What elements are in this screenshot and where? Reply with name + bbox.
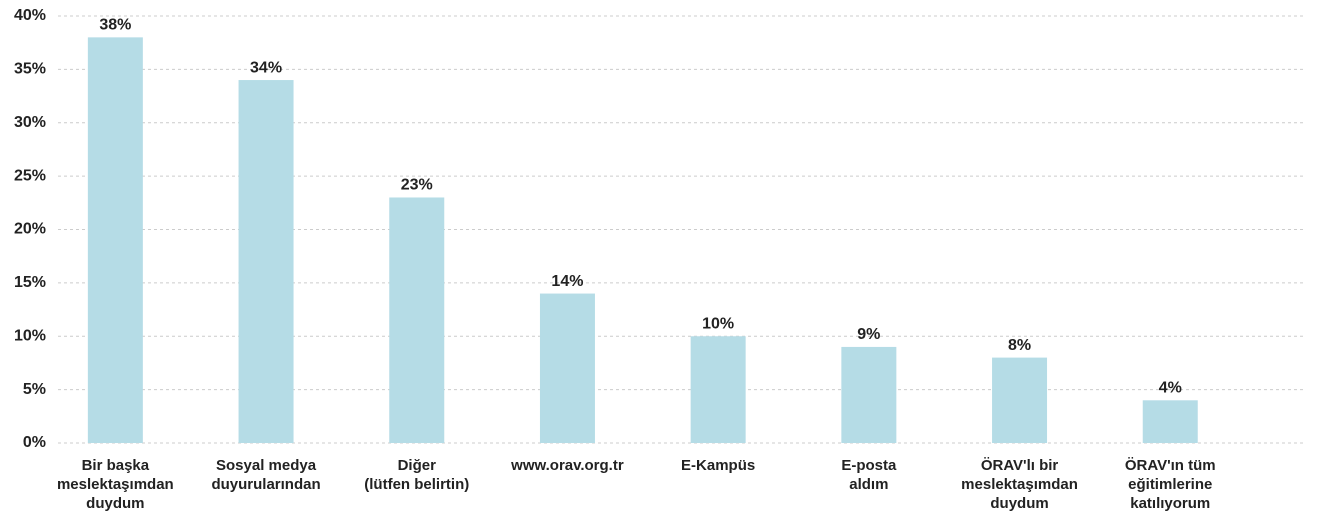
bar <box>238 80 294 444</box>
y-tick-label: 15% <box>14 274 46 291</box>
value-label: 10% <box>702 315 734 332</box>
value-label: 8% <box>1008 337 1031 354</box>
x-tick-label: ÖRAV'ın tüm eğitimlerine katılıyorum <box>1124 457 1216 512</box>
y-tick-label: 20% <box>14 221 46 238</box>
y-tick-label: 0% <box>23 434 46 451</box>
x-tick-label: E-posta aldım <box>841 457 897 493</box>
y-tick-label: 10% <box>14 327 46 344</box>
y-tick-label: 30% <box>14 114 46 131</box>
y-tick-label: 5% <box>23 381 46 398</box>
y-tick-label: 25% <box>14 167 46 184</box>
value-label: 34% <box>250 59 282 76</box>
bar <box>1142 400 1198 443</box>
value-label: 14% <box>551 273 583 290</box>
x-tick-label: www.orav.org.tr <box>511 457 624 474</box>
value-label: 23% <box>401 177 433 194</box>
bar <box>539 293 595 443</box>
x-tick-label: Sosyal medya duyurularından <box>211 457 321 493</box>
x-tick-label: ÖRAV'lı bir meslektaşımdan duydum <box>961 457 1078 512</box>
value-label: 4% <box>1159 380 1182 397</box>
bar <box>690 336 746 443</box>
x-tick-label: Bir başka meslektaşımdan duydum <box>56 457 174 512</box>
x-tick-label: Diğer (lütfen belirtin) <box>364 457 470 493</box>
value-label: 38% <box>99 17 131 34</box>
y-tick-label: 40% <box>14 7 46 24</box>
value-label: 9% <box>857 326 880 343</box>
y-tick-label: 35% <box>14 61 46 78</box>
x-tick-label: E-Kampüs <box>681 457 756 474</box>
bar <box>841 346 897 443</box>
bar <box>992 357 1048 443</box>
bar <box>87 37 143 443</box>
bar <box>389 197 445 443</box>
